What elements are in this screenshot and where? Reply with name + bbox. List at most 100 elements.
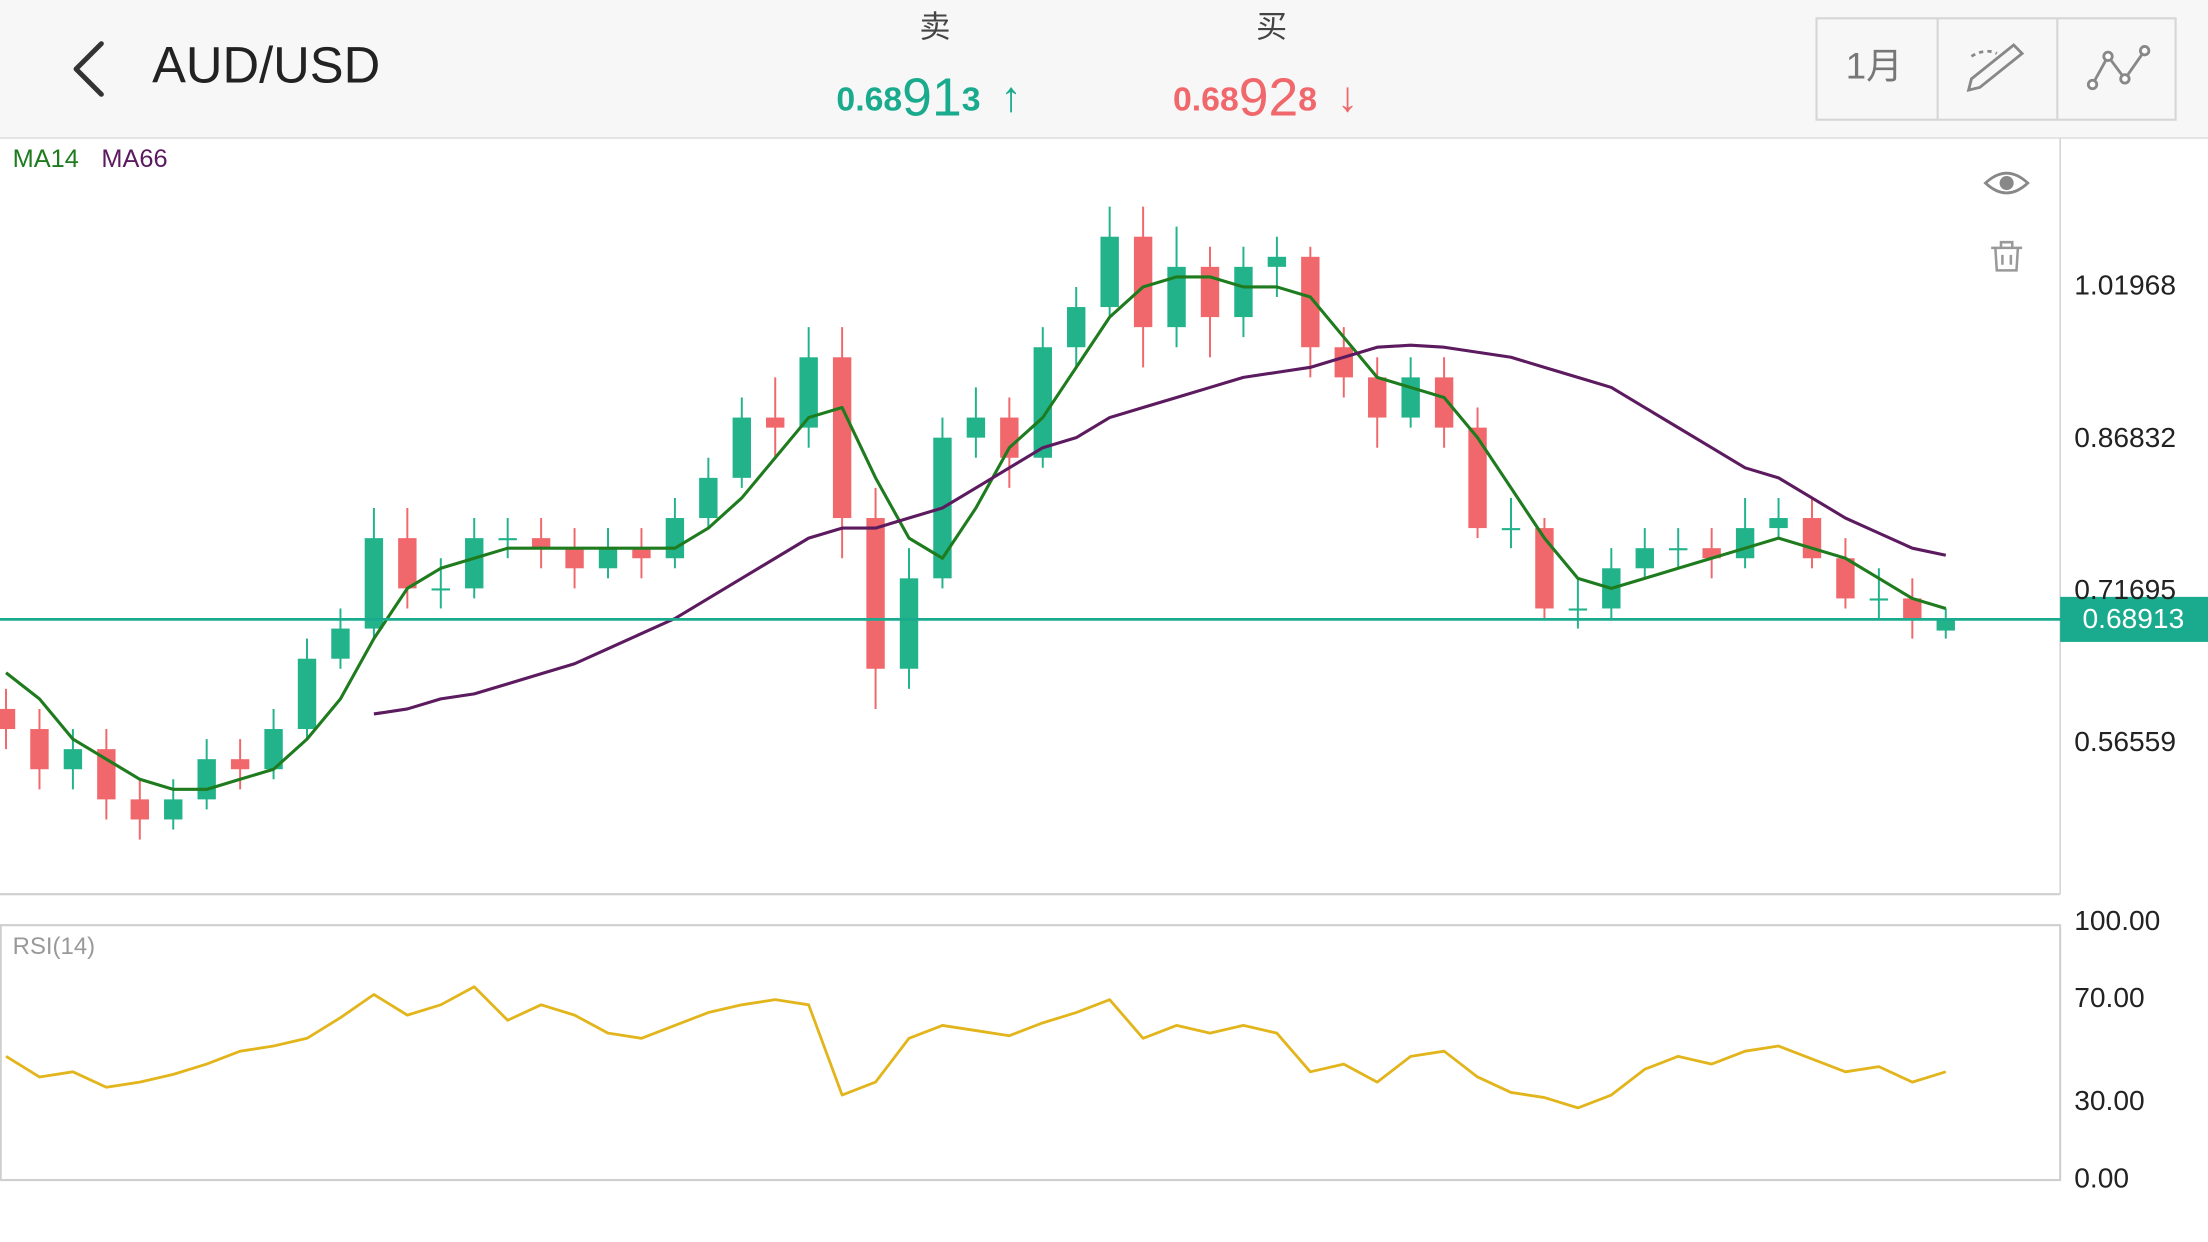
candle-body <box>1735 528 1755 559</box>
indicator-dot <box>2086 78 2099 91</box>
delete-button[interactable] <box>1991 240 2023 272</box>
candle-body <box>1568 608 1588 611</box>
candle-body <box>1936 619 1955 631</box>
moving-average-line <box>373 343 1947 716</box>
y-tick-label: 70.00 <box>2074 982 2144 1013</box>
y-tick-label: 100.00 <box>2074 905 2160 936</box>
candle-body <box>1802 518 1822 559</box>
candle-body <box>1067 307 1086 348</box>
candle-body <box>1836 558 1855 599</box>
candle-body <box>1903 598 1922 619</box>
candle-body <box>1133 236 1153 328</box>
candle-body <box>1334 347 1353 378</box>
indicator-line-icon <box>2091 49 2146 86</box>
candle-body <box>1000 417 1019 458</box>
visibility-button[interactable] <box>1983 171 2030 195</box>
candle-body <box>866 518 885 669</box>
legend-entry: MA14 <box>13 145 79 173</box>
pencil-icon <box>1966 43 2025 93</box>
trash-icon <box>1991 240 2023 272</box>
y-tick-label: 0.86832 <box>2074 422 2176 453</box>
buy-price: 0.68928 <box>1173 69 1317 128</box>
candle-body <box>1468 427 1487 529</box>
candle-body <box>1669 548 1688 551</box>
buy-arrow: ↓ <box>1337 73 1358 120</box>
candle-body <box>498 538 517 541</box>
candle-body <box>364 538 384 629</box>
candle-body <box>297 658 317 730</box>
indicator-dot <box>2139 45 2151 57</box>
candle-body <box>0 708 16 730</box>
candle-body <box>1100 236 1119 308</box>
buy-label: 买 <box>1256 10 1287 45</box>
candle-body <box>1635 548 1654 569</box>
candle-body <box>130 799 149 820</box>
candle-body <box>531 538 551 549</box>
eye-icon <box>1983 171 2030 195</box>
draw-tool-button[interactable] <box>1966 43 2025 93</box>
indicator-button[interactable] <box>2086 45 2151 91</box>
labels-layer: 0.56559 0.71695 0.86832 1.01968 MA14 MA66 0.68… <box>13 145 2185 1193</box>
panel-title: RSI(14) <box>13 933 95 960</box>
candle-body <box>966 417 986 438</box>
pencil-stroke-icon <box>1970 49 1998 58</box>
candle-body <box>63 749 83 770</box>
candle-body <box>899 578 919 669</box>
candle-body <box>431 588 450 591</box>
candle-body <box>1501 528 1521 531</box>
candle-body <box>264 729 283 770</box>
candle-body <box>732 417 751 478</box>
candle-body <box>230 759 250 770</box>
candle-body <box>1167 266 1186 328</box>
marks-layer <box>0 206 2208 1110</box>
pair-title: AUD/USD <box>152 36 380 93</box>
candle-body <box>1267 256 1287 267</box>
candle-body <box>665 518 685 559</box>
candle-body <box>1234 266 1253 318</box>
candle-body <box>398 538 417 589</box>
candle-body <box>1301 256 1320 348</box>
rsi-line <box>5 985 1947 1110</box>
sell-price: 0.68913 <box>836 69 980 128</box>
current-price-label: 0.68913 <box>2082 603 2184 634</box>
sell-label: 卖 <box>920 10 951 45</box>
indicator-dot <box>2119 73 2131 85</box>
current-price-tag <box>2060 596 2208 642</box>
indicator-dot <box>2102 50 2114 62</box>
candle-body <box>1434 377 1454 428</box>
candle-body <box>699 477 718 519</box>
candle-body <box>799 357 818 428</box>
candle-body <box>832 357 852 519</box>
candle-body <box>1769 518 1788 529</box>
rsi-panel-border <box>0 924 2062 1182</box>
candle-body <box>1200 266 1220 318</box>
candle-body <box>598 548 618 569</box>
eye-pupil <box>1999 176 2014 191</box>
candle-body <box>164 799 183 820</box>
y-tick-label: 0.71695 <box>2074 574 2176 605</box>
period-button[interactable]: 1月 <box>1846 46 1903 87</box>
y-tick-label: 1.01968 <box>2074 270 2176 301</box>
candle-body <box>1535 528 1554 609</box>
candle-body <box>331 628 350 659</box>
moving-average-line <box>5 275 1947 791</box>
y-tick-label: 0.56559 <box>2074 726 2176 757</box>
candle-body <box>30 729 49 770</box>
candle-body <box>1869 598 1889 601</box>
y-tick-label: 30.00 <box>2074 1085 2144 1116</box>
candle-body <box>197 759 216 800</box>
candle-body <box>766 417 785 428</box>
back-button[interactable] <box>73 41 104 97</box>
candle-body <box>565 548 584 569</box>
candle-body <box>1368 377 1387 418</box>
sell-arrow: ↑ <box>1000 73 1021 120</box>
candle-body <box>1033 347 1052 458</box>
candle-body <box>465 538 484 589</box>
candle-body <box>1702 548 1721 559</box>
candle-body <box>632 548 651 559</box>
legend-entry: MA66 <box>101 145 167 173</box>
candle-body <box>1401 377 1420 418</box>
